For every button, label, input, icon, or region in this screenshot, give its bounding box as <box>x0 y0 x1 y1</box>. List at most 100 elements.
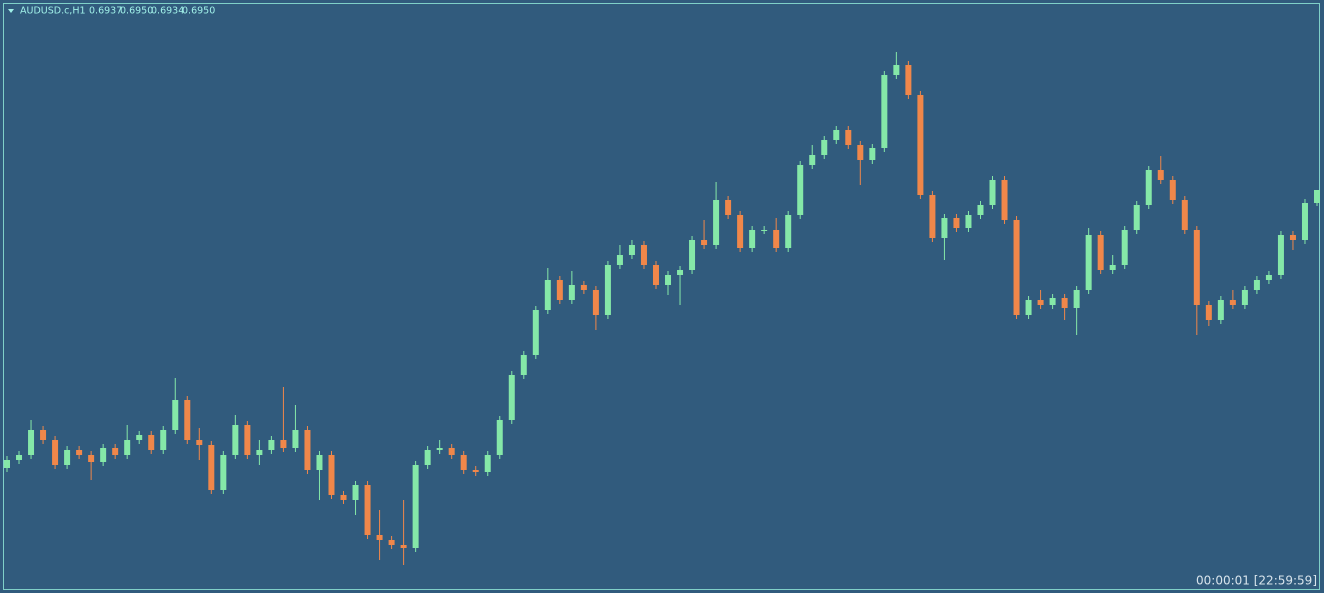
candle-body <box>64 450 71 465</box>
candle-body <box>436 448 443 450</box>
candle-body <box>845 130 852 145</box>
candle-body <box>701 240 708 245</box>
candle-body <box>677 270 684 275</box>
candle-body <box>725 200 732 215</box>
candle-body <box>580 285 587 290</box>
candle-body <box>941 218 948 238</box>
candle-body <box>400 545 407 548</box>
candle-body <box>244 425 251 455</box>
chart-frame <box>3 3 1320 590</box>
candle-body <box>136 435 143 440</box>
candle-body <box>953 218 960 228</box>
candle-body <box>1253 280 1260 290</box>
candle-body <box>496 420 503 455</box>
candle-body <box>1049 298 1056 305</box>
candle-body <box>1277 235 1284 275</box>
header-value: 0.6950 <box>120 6 153 17</box>
candle-body <box>604 265 611 315</box>
candle-body <box>556 280 563 300</box>
candle-body <box>1061 298 1068 308</box>
candle-body <box>1169 180 1176 200</box>
header-value: 0.6950 <box>182 6 215 17</box>
candle-body <box>292 430 299 448</box>
timer: 00:00:01 [22:59:59] <box>1196 574 1317 588</box>
candle-body <box>4 460 10 468</box>
candle-body <box>232 425 239 455</box>
candle-body <box>28 430 35 455</box>
candle-body <box>977 205 984 215</box>
candle-body <box>640 245 647 265</box>
candle-body <box>689 240 696 270</box>
candle-body <box>1157 170 1164 180</box>
candle-body <box>160 430 167 450</box>
candle-body <box>652 265 659 285</box>
candle-body <box>1025 300 1032 315</box>
candle-body <box>1001 180 1008 220</box>
candle-body <box>280 440 287 448</box>
candle-body <box>857 145 864 160</box>
candle-body <box>773 230 780 248</box>
candle-body <box>184 400 191 440</box>
candle-body <box>965 215 972 228</box>
candle-body <box>1181 200 1188 230</box>
candle-body <box>616 255 623 265</box>
candle-body <box>1133 205 1140 230</box>
candle-body <box>508 375 515 420</box>
candle-body <box>1229 300 1236 305</box>
candle-body <box>256 450 263 455</box>
candle-body <box>869 148 876 160</box>
candle-body <box>1121 230 1128 265</box>
header-value: 0.6937 <box>89 6 122 17</box>
candle-body <box>749 230 756 248</box>
candle-body <box>1109 265 1116 270</box>
candle-body <box>1193 230 1200 305</box>
candle-body <box>833 130 840 140</box>
candle-body <box>809 155 816 165</box>
candle-body <box>40 430 47 440</box>
candle-body <box>472 470 479 472</box>
candle-body <box>1289 235 1296 240</box>
candle-body <box>797 165 804 215</box>
candle-body <box>196 440 203 445</box>
candle-body <box>364 485 371 535</box>
candle-body <box>1241 290 1248 305</box>
candle-body <box>628 245 635 255</box>
candle-body <box>148 435 155 450</box>
symbol-title: AUDUSD.c,H1 <box>20 6 86 17</box>
candle-body <box>917 95 924 195</box>
candle-body <box>124 440 131 455</box>
candle-body <box>328 455 335 495</box>
candle-body <box>1097 235 1104 270</box>
candle-body <box>1073 290 1080 308</box>
candle-body <box>100 448 107 462</box>
candle-body <box>304 430 311 470</box>
candle-body <box>1037 300 1044 305</box>
candle-body <box>713 200 720 245</box>
candle-body <box>448 448 455 455</box>
candle-body <box>821 140 828 155</box>
candle-body <box>592 290 599 315</box>
header-value: 0.6934 <box>151 6 184 17</box>
candle-body <box>1145 170 1152 205</box>
candle-body <box>376 535 383 540</box>
candle-body <box>893 65 900 75</box>
candle-body <box>905 65 912 95</box>
candle-body <box>929 195 936 238</box>
candle-body <box>785 215 792 248</box>
candle-body <box>881 75 888 148</box>
candle-body <box>412 465 419 548</box>
candle-body <box>1265 275 1272 280</box>
collapse-arrow[interactable] <box>8 9 14 13</box>
candle-body <box>532 310 539 355</box>
candle-body <box>424 450 431 465</box>
candle-body <box>989 180 996 205</box>
candle-body <box>1013 220 1020 315</box>
candle-body <box>665 275 672 285</box>
candle-body <box>316 455 323 470</box>
candle-body <box>220 455 227 490</box>
candle-body <box>484 455 491 472</box>
